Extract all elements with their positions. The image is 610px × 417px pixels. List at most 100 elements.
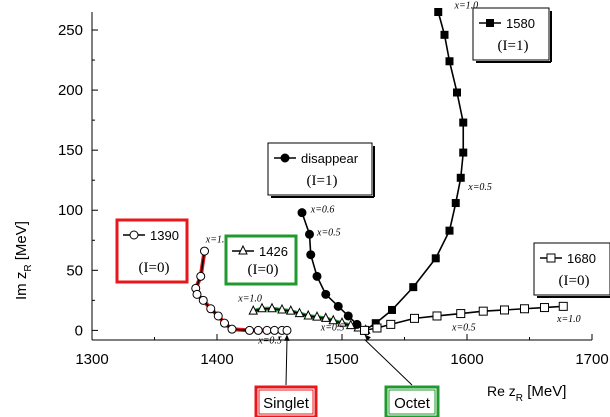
marker-circle-open [196, 271, 206, 281]
axes: 1300 1400 1500 1600 1700 0 50 100 150 200 250 Re zR… [13, 12, 609, 404]
marker-square-filled [431, 254, 440, 263]
param-label: x=0.5 [320, 322, 345, 333]
marker-square-filled [409, 283, 418, 292]
annotation-label: Octet [394, 395, 431, 412]
param-label: x=0.5 [316, 227, 341, 238]
marker-square-open [432, 311, 442, 321]
marker-circle-filled [280, 153, 290, 163]
series-1580: x=1.0 x=0.5 [360, 0, 492, 335]
legend-1580: 1580 (I=1) [472, 7, 552, 63]
marker-circle-filled [305, 229, 314, 239]
marker-triangle-open [285, 305, 296, 315]
marker-triangle-open [294, 307, 305, 318]
marker-square-open [546, 253, 556, 263]
x-axis-title: Re zR [MeV] [487, 383, 566, 404]
marker-square-filled [434, 8, 443, 16]
marker-square-filled [440, 30, 449, 39]
marker-circle-open [129, 230, 139, 240]
x-tick-label: 1500 [325, 351, 358, 368]
marker-square-open [478, 306, 488, 316]
y-tick-label: 50 [66, 262, 83, 279]
legend-series-name: disappear [301, 151, 359, 166]
annotation-inner-box [388, 389, 436, 415]
marker-square-open [540, 303, 549, 313]
marker-circle-filled [297, 208, 307, 218]
marker-triangle-open [277, 303, 287, 314]
marker-square-filled [451, 199, 460, 208]
legend-series-name: 1426 [259, 244, 288, 259]
marker-circle-open [227, 324, 237, 334]
series-disappear: x=0.6 x=0.5 [297, 205, 369, 335]
marker-circle-open [253, 325, 263, 335]
y-tick-label: 200 [58, 82, 83, 99]
legend-series-name: 1580 [506, 16, 535, 31]
marker-circle-filled [333, 301, 343, 311]
y-tick-label: 250 [58, 22, 83, 39]
marker-circle-open [192, 289, 202, 299]
x-tick-label: 1700 [575, 351, 608, 368]
marker-circle-open [282, 325, 292, 335]
marker-square-open [410, 313, 419, 323]
marker-triangle-open [248, 305, 259, 315]
marker-square-filled [445, 226, 454, 235]
x-tick-label: 1600 [450, 351, 483, 368]
y-tick-label: 150 [58, 142, 83, 159]
marker-circle-filled [306, 250, 316, 260]
param-label: x=0.5 [257, 336, 282, 347]
annotation-arrowhead [364, 334, 371, 341]
param-label: x=1.0 [205, 235, 230, 246]
marker-square-filled [459, 118, 468, 127]
marker-triangle-open [320, 312, 331, 322]
annotations: Singlet Octet [254, 334, 440, 417]
legend-box [533, 242, 610, 296]
marker-circle-open [245, 325, 254, 335]
marker-square-open [500, 305, 509, 315]
marker-square-open [456, 309, 466, 319]
legend-box [115, 218, 189, 284]
annotation-box [384, 385, 440, 417]
marker-square-filled [456, 173, 465, 182]
y-tick-label: 100 [58, 202, 83, 219]
legend-1680: 1680 (I=0) [533, 242, 610, 298]
legend-series-name: 1390 [150, 228, 179, 243]
series-1680: x=0.5 x=1.0 [360, 301, 581, 335]
marker-square-open [360, 325, 369, 335]
marker-square-open [520, 304, 529, 314]
marker-square-filled [388, 305, 396, 314]
param-label: x=0.5 [467, 182, 492, 193]
legend-isospin: (I=0) [248, 262, 279, 278]
x-tick-label: 1300 [75, 351, 108, 368]
marker-circle-open [270, 325, 279, 335]
marker-square-filled [459, 148, 468, 157]
annotation-arrow [285, 339, 288, 386]
marker-circle-open [213, 311, 223, 321]
marker-square-filled [486, 19, 494, 27]
param-label: x=0.5 [451, 322, 476, 333]
param-label: x=0.6 [310, 205, 335, 216]
marker-circle-open [262, 325, 272, 335]
marker-square-filled [445, 57, 454, 66]
marker-triangle-open [267, 302, 277, 313]
marker-circle-filled [312, 271, 322, 281]
marker-triangle-open [337, 317, 347, 327]
marker-square-filled [453, 88, 461, 97]
series-curves: x=1.0x=0.5x=1.0x=0.5x=0.6x=0.5x=1.0x=0.5… [191, 0, 581, 347]
marker-circle-filled [343, 311, 353, 321]
legend-isospin: (I=0) [139, 260, 170, 276]
legend-box [224, 234, 298, 286]
legend-isospin: (I=0) [559, 273, 590, 289]
y-tick-label: 0 [75, 322, 83, 339]
param-label: x=1.0 [556, 314, 581, 325]
annotation-octet: Octet [364, 334, 440, 417]
annotation-arrowhead [284, 334, 290, 341]
marker-circle-open [220, 318, 229, 328]
marker-square-open [558, 301, 568, 311]
legend-isospin: (I=1) [307, 173, 338, 189]
x-tick-label: 1400 [200, 351, 233, 368]
marker-square-open [386, 319, 396, 329]
marker-circle-filled [321, 289, 331, 299]
marker-square-filled [371, 319, 380, 328]
series-1390: x=1.0 x=0.5 [191, 235, 292, 347]
marker-triangle-open [328, 314, 339, 325]
